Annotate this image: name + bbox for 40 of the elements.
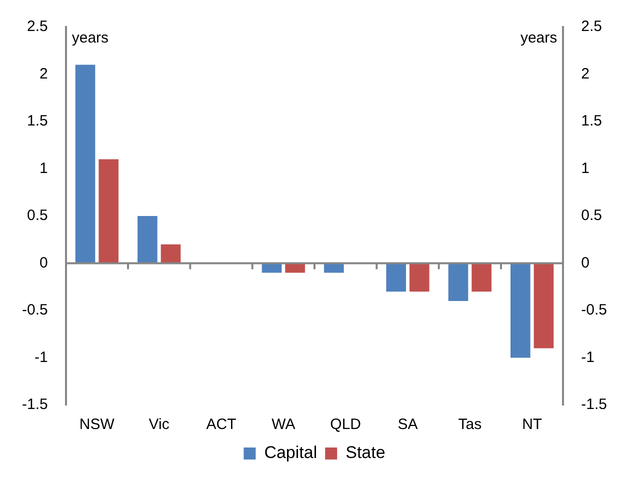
y2-tick-label: -0.5	[581, 302, 608, 319]
y2-tick-label: 2	[581, 65, 590, 82]
bar	[534, 263, 554, 348]
y2-tick-label: 2.5	[581, 18, 602, 36]
x-tick-label: NSW	[79, 416, 116, 434]
y2-tick-label: 0	[581, 254, 590, 272]
x-tick-label: WA	[272, 416, 296, 434]
y2-tick-label: -1.5	[581, 396, 608, 414]
y-tick-label: -1	[34, 348, 48, 366]
y-tick-label: -0.5	[22, 302, 48, 319]
bar	[98, 159, 118, 264]
y-axis-title: years	[72, 30, 109, 47]
bar	[510, 263, 530, 358]
y2-tick-label: 0.5	[581, 207, 602, 224]
bar	[386, 263, 406, 292]
x-tick-label: Tas	[458, 416, 482, 434]
y2-tick-label: 1.5	[581, 112, 602, 130]
y-tick-label: 0	[40, 254, 48, 272]
y-tick-label: -1.5	[22, 396, 48, 414]
y-tick-label: 1.5	[26, 112, 48, 130]
bar	[160, 244, 181, 264]
legend-label: State	[346, 443, 386, 462]
y-tick-label: 2.5	[26, 18, 48, 36]
y2-tick-label: -1	[581, 348, 594, 366]
bar	[138, 216, 158, 264]
bar	[448, 263, 468, 302]
bar	[75, 64, 96, 264]
x-tick-label: QLD	[330, 416, 362, 434]
y2-axis-title: years	[520, 30, 558, 47]
x-tick-label: SA	[398, 416, 418, 434]
legend-label: Capital	[264, 443, 318, 462]
bar	[409, 263, 430, 292]
x-tick-label: ACT	[206, 416, 236, 434]
y2-tick-label: 1	[581, 160, 590, 177]
x-tick-label: NT	[522, 416, 542, 434]
y-tick-label: 0.5	[26, 207, 48, 224]
y-tick-label: 2	[40, 65, 48, 82]
bar	[472, 263, 492, 292]
y-tick-label: 1	[40, 160, 48, 177]
x-tick-label: Vic	[148, 416, 170, 434]
